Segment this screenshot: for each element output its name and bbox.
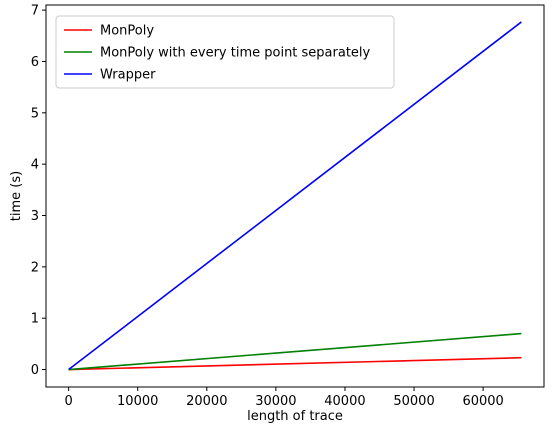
series-line-1 bbox=[68, 332, 522, 371]
legend-label-0: MonPoly bbox=[100, 24, 154, 39]
legend-label-1: MonPoly with every time point separately bbox=[100, 46, 371, 61]
series-layer bbox=[68, 21, 522, 371]
x-tick-label: 30000 bbox=[255, 394, 296, 409]
x-tick-label: 40000 bbox=[324, 394, 365, 409]
y-tick-label: 0 bbox=[31, 363, 39, 378]
series-line-0 bbox=[68, 356, 522, 371]
y-tick-label: 6 bbox=[31, 55, 39, 70]
legend-label-2: Wrapper bbox=[100, 68, 156, 83]
x-axis-ticks: 0 10000 20000 30000 40000 50000 60000 bbox=[64, 387, 504, 409]
legend: MonPoly MonPoly with every time point sep… bbox=[55, 15, 395, 89]
y-tick-label: 4 bbox=[31, 158, 39, 173]
y-tick-label: 7 bbox=[31, 4, 39, 19]
x-tick-label: 50000 bbox=[393, 394, 434, 409]
y-tick-label: 5 bbox=[31, 106, 39, 121]
y-tick-label: 3 bbox=[31, 209, 39, 224]
plot-frame bbox=[45, 4, 545, 388]
y-axis-ticks: 0 1 2 3 4 5 6 7 bbox=[31, 4, 46, 378]
y-axis-label: time (s) bbox=[9, 171, 24, 221]
series-line-2 bbox=[68, 21, 522, 371]
x-axis-label: length of trace bbox=[247, 409, 343, 424]
legend-box bbox=[55, 15, 395, 89]
y-tick-label: 1 bbox=[31, 312, 39, 327]
x-tick-label: 10000 bbox=[117, 394, 158, 409]
x-tick-label: 20000 bbox=[186, 394, 227, 409]
x-tick-label: 60000 bbox=[462, 394, 503, 409]
x-tick-label: 0 bbox=[64, 394, 72, 409]
y-tick-label: 2 bbox=[31, 260, 39, 275]
